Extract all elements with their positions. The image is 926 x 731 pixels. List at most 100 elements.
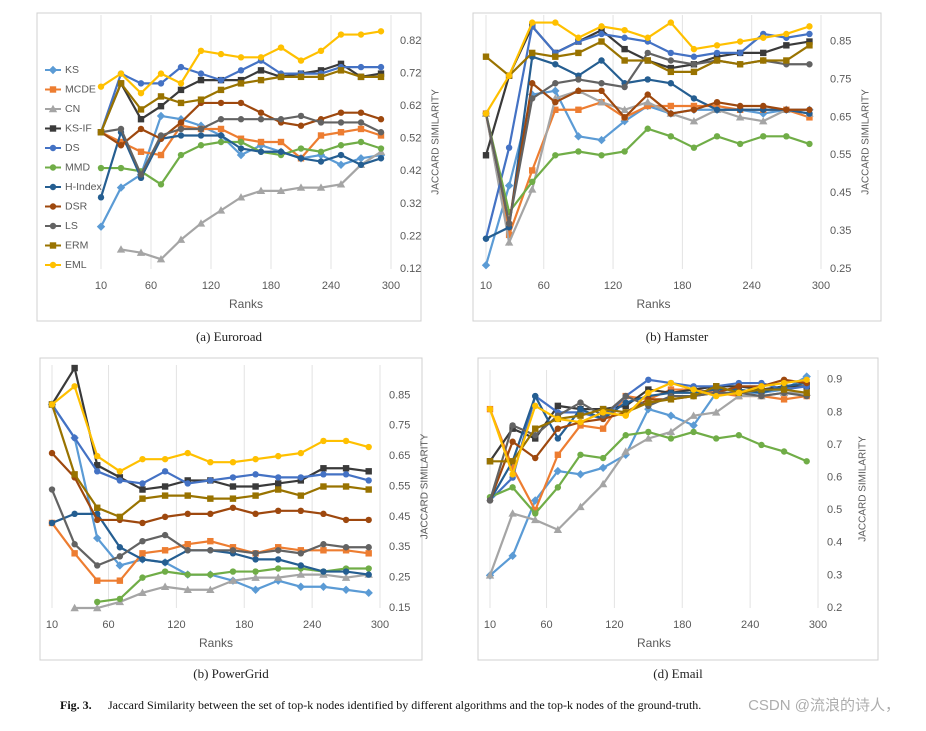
data-point [377, 132, 385, 139]
data-point [157, 102, 165, 110]
x-tick-label: 300 [809, 619, 827, 631]
x-tick-label: 120 [167, 619, 185, 631]
data-point [297, 122, 305, 129]
data-point [116, 513, 124, 521]
data-point [667, 64, 675, 72]
data-point [157, 132, 165, 139]
data-point [806, 38, 813, 45]
data-point [505, 72, 513, 79]
y-tick-label: 0.65 [389, 450, 410, 462]
data-point [320, 465, 327, 472]
data-point [157, 181, 165, 188]
data-point [357, 63, 365, 71]
data-point [177, 80, 185, 87]
data-point [598, 30, 605, 38]
data-point [760, 57, 767, 64]
x-tick-label: 120 [605, 619, 623, 631]
data-point [690, 61, 698, 68]
y-tick-label: 0.32 [400, 198, 421, 210]
data-point [197, 47, 205, 55]
x-tick-label: 240 [743, 280, 761, 292]
data-point [365, 571, 372, 578]
data-point [598, 152, 605, 159]
data-point [736, 140, 744, 148]
data-point [183, 585, 192, 593]
data-point [277, 138, 285, 146]
data-point [803, 389, 810, 397]
data-point [758, 383, 765, 390]
data-point [94, 462, 101, 469]
x-axis-title: Ranks [229, 297, 263, 311]
data-point [229, 483, 237, 490]
x-tick-label: 120 [202, 280, 220, 292]
data-point [138, 588, 147, 597]
x-tick-label: 300 [382, 280, 400, 292]
data-point [760, 102, 767, 110]
data-point [337, 60, 345, 68]
data-point [297, 449, 305, 457]
data-point [237, 135, 245, 142]
data-point [509, 464, 516, 472]
data-point [357, 109, 365, 116]
data-point [297, 492, 305, 499]
data-point [806, 23, 813, 30]
panel-caption: (b) Hamster [646, 329, 709, 344]
data-point [94, 598, 101, 606]
data-point [532, 454, 539, 462]
x-axis-title: Ranks [637, 636, 671, 650]
data-point [97, 194, 105, 201]
data-point [276, 186, 286, 195]
data-point [94, 562, 101, 569]
x-tick-label: 10 [46, 619, 58, 631]
data-point [341, 573, 351, 581]
data-point [357, 161, 365, 168]
data-point [621, 447, 630, 455]
data-point [206, 585, 215, 593]
data-point [713, 49, 721, 57]
data-point [161, 492, 169, 499]
data-point [622, 399, 629, 406]
y-axis-title: JACCARD SIMILARITY [861, 89, 872, 195]
data-point [336, 180, 346, 188]
data-point [760, 49, 767, 57]
data-point [252, 483, 259, 490]
data-point [237, 54, 245, 61]
data-point [275, 507, 282, 514]
data-point [597, 97, 606, 106]
data-point [337, 151, 345, 159]
data-point [758, 392, 765, 400]
data-point [317, 119, 325, 126]
data-point [531, 515, 540, 524]
data-point [237, 138, 245, 146]
data-point [317, 158, 325, 165]
data-point [486, 497, 494, 504]
data-point [48, 519, 56, 527]
data-point [529, 178, 536, 186]
data-point [644, 125, 651, 132]
y-tick-label: 0.42 [400, 165, 421, 177]
legend-label: LS [65, 220, 78, 232]
data-point [161, 531, 169, 539]
x-tick-label: 10 [484, 619, 496, 631]
y-tick-label: 0.62 [400, 100, 421, 112]
data-point [160, 582, 170, 590]
data-point [257, 148, 265, 155]
y-tick-label: 0.72 [400, 68, 421, 80]
y-tick-label: 0.55 [830, 149, 851, 161]
x-tick-label: 60 [540, 619, 552, 631]
data-point [552, 98, 559, 106]
panel-caption: (a) Euroroad [196, 329, 263, 344]
data-point [365, 486, 372, 493]
data-point [137, 116, 145, 123]
data-point [207, 537, 214, 545]
y-axis-title: JACCARD SIMILARITY [858, 436, 869, 542]
data-point [552, 152, 559, 159]
figure-caption: Jaccard Similarity between the set of to… [108, 698, 701, 712]
legend-marker [49, 203, 57, 210]
data-point [666, 411, 676, 420]
data-point [645, 376, 652, 383]
data-point [237, 145, 245, 152]
data-point [217, 76, 225, 84]
data-point [760, 133, 767, 140]
data-point [780, 448, 788, 455]
